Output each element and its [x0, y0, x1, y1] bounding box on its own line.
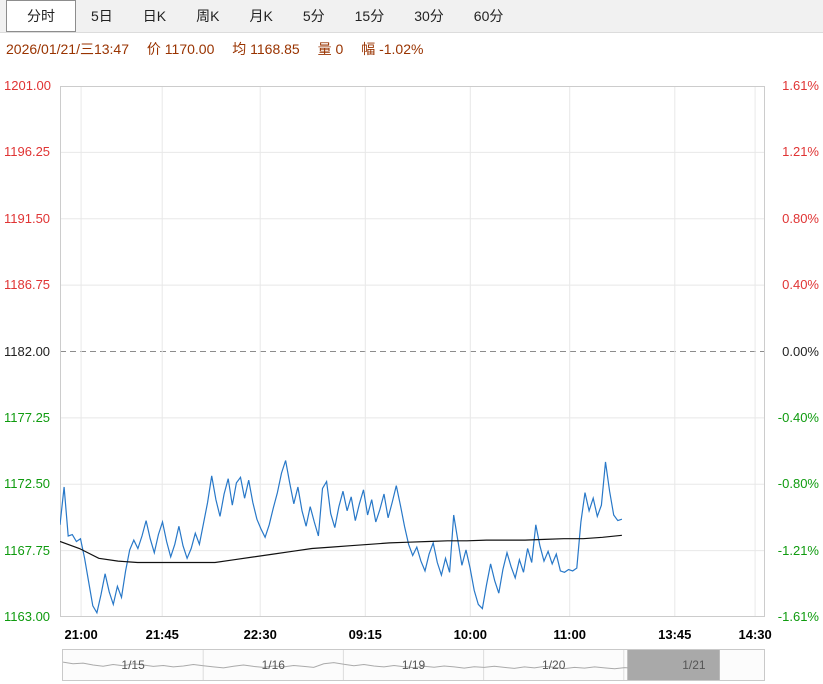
navigator-selection[interactable]: [627, 650, 720, 680]
time-axis-label: 22:30: [243, 627, 277, 642]
quote-average: 均 1168.85: [232, 41, 299, 57]
navigator-date-label: 1/20: [542, 658, 566, 672]
period-tab-1[interactable]: 分时: [6, 0, 76, 32]
navigator-date-label: 1/19: [402, 658, 426, 672]
time-axis-label: 21:45: [145, 627, 179, 642]
time-axis-label: 11:00: [553, 627, 586, 642]
period-tab-9[interactable]: 60分: [473, 8, 504, 24]
time-axis-label: 10:00: [453, 627, 487, 642]
change-value: -1.02%: [379, 41, 424, 57]
period-tab-4[interactable]: 周K: [196, 8, 220, 24]
percent-axis-label: 0.00%: [782, 343, 819, 359]
time-axis-label: 14:30: [738, 627, 772, 642]
price-axis-label: 1182.00: [4, 343, 51, 359]
navigator-date-label: 1/21: [682, 658, 706, 672]
time-axis-label: 13:45: [658, 627, 692, 642]
price-chart[interactable]: [60, 86, 765, 617]
time-axis-label: 09:15: [348, 627, 382, 642]
change-label: 幅: [361, 41, 376, 57]
percent-axis-label: 1.21%: [782, 144, 819, 160]
quote-volume: 量 0: [318, 41, 344, 57]
period-tab-3[interactable]: 日K: [142, 8, 167, 24]
time-axis-label: 21:00: [64, 627, 98, 642]
price-axis-label: 1186.75: [4, 277, 51, 293]
price-axis-label: 1191.50: [4, 210, 51, 226]
percent-axis-label: 0.80%: [782, 210, 819, 226]
price-axis-label: 1201.00: [4, 78, 51, 93]
period-tab-6[interactable]: 5分: [302, 8, 325, 24]
price-axis-label: 1163.00: [4, 609, 51, 624]
navigator-date-label: 1/15: [121, 658, 145, 672]
navigator-chart[interactable]: 1/15 1/16 1/19 1/20 1/21: [63, 650, 764, 680]
period-tab-7[interactable]: 15分: [354, 8, 385, 24]
quote-datetime: 2026/01/21/三13:47: [6, 41, 129, 57]
avg-label: 均: [232, 41, 247, 57]
price-value: 1170.00: [164, 41, 215, 57]
percent-axis-label: -1.61%: [777, 609, 819, 624]
quote-change: 幅 -1.02%: [361, 41, 423, 57]
price-axis-label: 1196.25: [4, 144, 51, 160]
period-tabbar: 分时 5日 日K 周K 月K 5分 15分 30分 60分: [0, 0, 823, 33]
volume-label: 量: [317, 41, 332, 57]
navigator-sparkline: [63, 661, 715, 670]
quote-info-bar: 2026/01/21/三13:47 价 1170.00 均 1168.85 量 …: [6, 39, 437, 59]
plot-border: [60, 86, 765, 617]
percent-axis-label: -0.80%: [777, 476, 819, 492]
percent-axis-label: -1.21%: [777, 542, 819, 558]
percent-axis-label: 0.40%: [782, 277, 819, 293]
quote-price: 价 1170.00: [147, 41, 214, 57]
price-axis-label: 1177.25: [4, 409, 51, 425]
price-axis-label: 1172.50: [4, 476, 51, 492]
period-tab-5[interactable]: 月K: [249, 8, 273, 24]
average-line: [60, 534, 622, 564]
price-label: 价: [146, 41, 161, 57]
period-tab-2[interactable]: 5日: [91, 8, 113, 24]
price-axis-label: 1167.75: [4, 542, 51, 558]
price-line: [60, 460, 623, 615]
avg-value: 1168.85: [250, 41, 300, 57]
period-tab-8[interactable]: 30分: [414, 8, 444, 24]
date-navigator[interactable]: 1/15 1/16 1/19 1/20 1/21: [62, 649, 765, 681]
percent-axis-label: -0.40%: [777, 409, 819, 425]
percent-axis-label: 1.61%: [782, 78, 819, 93]
volume-value: 0: [335, 41, 344, 57]
navigator-date-label: 1/16: [262, 658, 286, 672]
